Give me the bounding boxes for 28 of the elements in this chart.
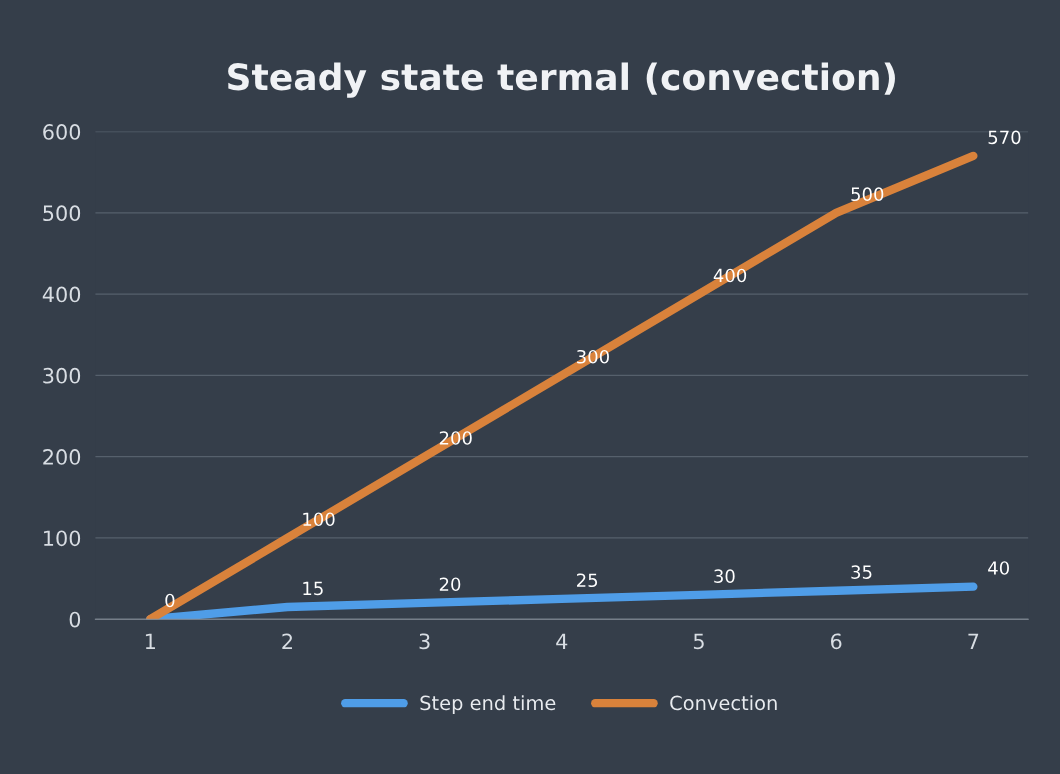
data-label: 35	[851, 565, 872, 579]
data-label: 100	[303, 512, 335, 527]
data-label: 20	[439, 577, 461, 592]
x-tick-label: 3	[419, 633, 430, 650]
data-label: 570	[988, 130, 1021, 145]
legend-label: Step end time	[420, 695, 556, 715]
data-label: 400	[713, 268, 747, 283]
data-label: 25	[577, 573, 598, 588]
data-label: 15	[303, 581, 323, 596]
data-label: 30	[714, 569, 735, 583]
x-tick-label: 5	[693, 633, 704, 650]
y-tick-label: 600	[43, 124, 81, 140]
x-tick-label: 1	[145, 633, 155, 649]
x-tick-label: 7	[968, 633, 979, 649]
x-tick-label: 6	[830, 633, 842, 650]
data-label: 40	[988, 561, 1009, 575]
y-tick-label: 300	[43, 367, 81, 384]
x-tick-label: 4	[556, 633, 568, 649]
chart-title: Steady state termal (convection)	[228, 62, 895, 98]
y-tick-label: 500	[43, 205, 81, 222]
y-tick-label: 400	[42, 286, 81, 303]
legend-label: Convection	[670, 695, 777, 711]
y-tick-label: 0	[69, 611, 81, 628]
y-tick-label: 200	[43, 449, 81, 465]
data-label: 200	[439, 431, 472, 445]
y-tick-label: 100	[44, 530, 81, 547]
data-label: 300	[577, 349, 609, 364]
x-tick-label: 2	[282, 633, 292, 649]
